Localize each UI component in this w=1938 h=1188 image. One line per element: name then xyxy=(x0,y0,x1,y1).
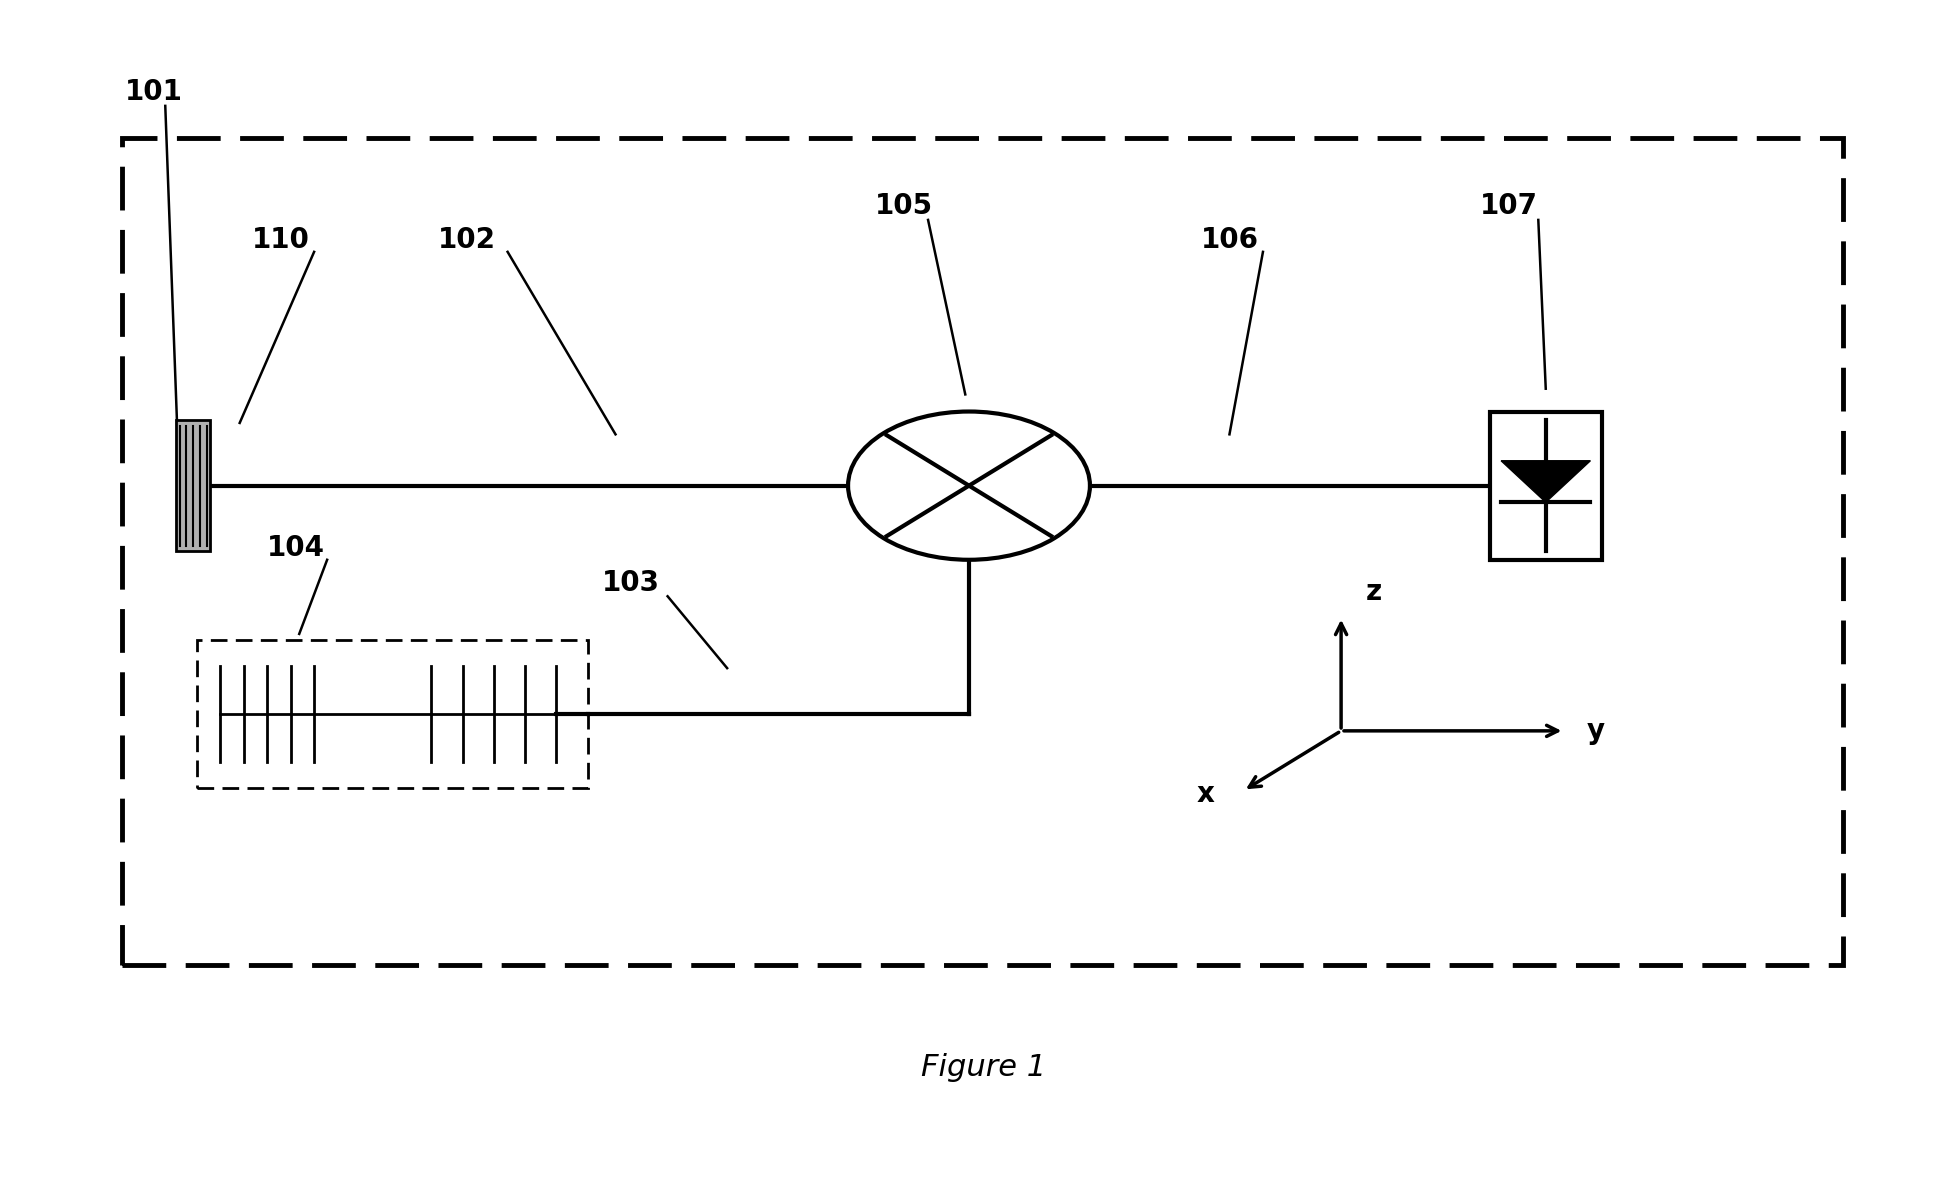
Text: 101: 101 xyxy=(126,78,182,106)
Text: 107: 107 xyxy=(1479,192,1537,220)
Text: 105: 105 xyxy=(874,192,932,220)
Circle shape xyxy=(849,411,1089,560)
Text: 102: 102 xyxy=(438,227,496,254)
Text: y: y xyxy=(1587,716,1605,745)
Bar xyxy=(1490,411,1601,560)
Text: Figure 1: Figure 1 xyxy=(921,1053,1047,1082)
Text: 106: 106 xyxy=(1200,227,1258,254)
Polygon shape xyxy=(1502,461,1591,503)
Text: x: x xyxy=(1198,781,1215,808)
Text: 110: 110 xyxy=(252,227,310,254)
Text: 104: 104 xyxy=(267,535,324,562)
Text: z: z xyxy=(1364,577,1382,606)
Text: 103: 103 xyxy=(601,569,659,596)
Bar xyxy=(176,421,209,551)
